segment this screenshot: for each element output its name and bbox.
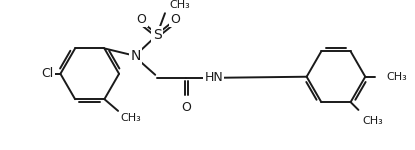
Text: HN: HN: [205, 71, 223, 84]
Text: CH₃: CH₃: [362, 116, 383, 126]
Text: N: N: [130, 49, 141, 63]
Text: CH₃: CH₃: [387, 72, 408, 82]
Text: O: O: [170, 13, 180, 26]
Text: S: S: [153, 28, 161, 42]
Text: CH₃: CH₃: [170, 0, 190, 10]
Text: O: O: [137, 13, 146, 26]
Text: O: O: [181, 101, 191, 114]
Text: CH₃: CH₃: [120, 113, 141, 123]
Text: Cl: Cl: [42, 67, 54, 80]
